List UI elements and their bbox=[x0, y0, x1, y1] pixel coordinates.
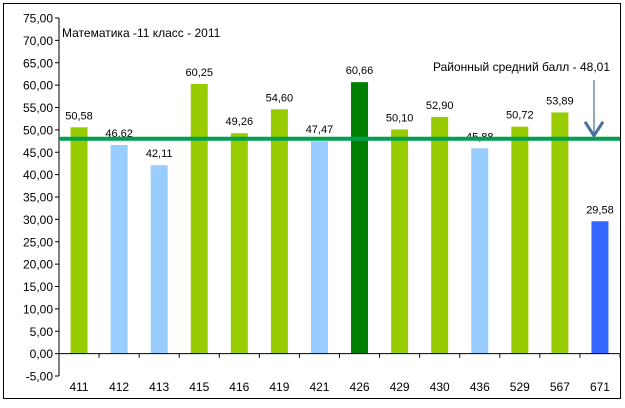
y-tick-label: 70,00 bbox=[23, 34, 53, 48]
y-tick-label: 75,00 bbox=[23, 12, 53, 26]
y-tick-label: 40,00 bbox=[23, 168, 53, 182]
x-tick-label: 426 bbox=[350, 380, 370, 394]
bar bbox=[310, 141, 328, 354]
data-label: 53,89 bbox=[546, 95, 574, 107]
bar bbox=[591, 221, 609, 354]
arrow-head bbox=[583, 120, 605, 139]
bars bbox=[70, 82, 609, 354]
x-tick-label: 416 bbox=[229, 380, 249, 394]
bar bbox=[471, 148, 489, 354]
y-tick-label: 25,00 bbox=[23, 235, 53, 249]
bar bbox=[270, 109, 288, 354]
y-tick-label: 55,00 bbox=[23, 101, 53, 115]
data-label: 54,60 bbox=[266, 92, 294, 104]
bar bbox=[230, 133, 248, 354]
y-tick-label: 65,00 bbox=[23, 56, 53, 70]
x-tick-label: 413 bbox=[149, 380, 169, 394]
y-tick-label: 50,00 bbox=[23, 123, 53, 137]
x-tick-label: 429 bbox=[390, 380, 410, 394]
down-arrow-icon bbox=[583, 80, 605, 139]
x-tick-label: 421 bbox=[309, 380, 329, 394]
bar bbox=[551, 112, 569, 354]
y-tick-label: 0,00 bbox=[30, 347, 54, 361]
y-tick-label: 20,00 bbox=[23, 258, 53, 272]
y-tick-label: 60,00 bbox=[23, 79, 53, 93]
y-tick-label: 45,00 bbox=[23, 146, 53, 160]
data-label: 50,72 bbox=[506, 110, 534, 122]
bar bbox=[190, 84, 208, 354]
bar bbox=[150, 165, 168, 354]
bar bbox=[351, 82, 369, 354]
x-tick-label: 430 bbox=[430, 380, 450, 394]
data-label: 60,25 bbox=[185, 67, 213, 79]
x-tick-label: 567 bbox=[550, 380, 570, 394]
y-tick-label: 30,00 bbox=[23, 213, 53, 227]
data-label: 29,58 bbox=[586, 204, 614, 216]
data-label: 50,10 bbox=[386, 112, 414, 124]
x-tick-label: 419 bbox=[269, 380, 289, 394]
data-label: 47,47 bbox=[306, 124, 334, 136]
data-label: 49,26 bbox=[226, 116, 254, 128]
y-tick-label: 10,00 bbox=[23, 302, 53, 316]
x-tick-label: 671 bbox=[590, 380, 610, 394]
x-tick-label: 415 bbox=[189, 380, 209, 394]
data-label: 50,58 bbox=[65, 110, 93, 122]
y-axis: 75,00 70,00 65,00 60,00 55,00 50,00 45,00 40,00… bbox=[23, 12, 60, 384]
y-tick-label: 35,00 bbox=[23, 191, 53, 205]
data-label: 52,90 bbox=[426, 100, 454, 112]
bar bbox=[511, 126, 529, 354]
bar bbox=[431, 116, 449, 354]
y-tick-label: 5,00 bbox=[30, 325, 54, 339]
chart-title: Математика -11 класс - 2011 bbox=[62, 26, 221, 40]
data-label: 60,66 bbox=[346, 65, 374, 77]
y-tick-label: 15,00 bbox=[23, 280, 53, 294]
bar bbox=[110, 145, 128, 354]
bar bbox=[391, 129, 409, 354]
x-tick-label: 412 bbox=[109, 380, 129, 394]
x-tick-label: 436 bbox=[470, 380, 490, 394]
x-tick-label: 529 bbox=[510, 380, 530, 394]
bar bbox=[70, 127, 88, 354]
x-axis: 411 412 413 415 416 419 421 426 429 430 436 529 567 6… bbox=[58, 353, 621, 394]
data-label: 42,11 bbox=[146, 148, 173, 160]
reference-line-label: Районный средний балл - 48,01 bbox=[433, 60, 610, 74]
y-tick-label: -5,00 bbox=[26, 370, 54, 384]
x-tick-label: 411 bbox=[69, 380, 88, 394]
